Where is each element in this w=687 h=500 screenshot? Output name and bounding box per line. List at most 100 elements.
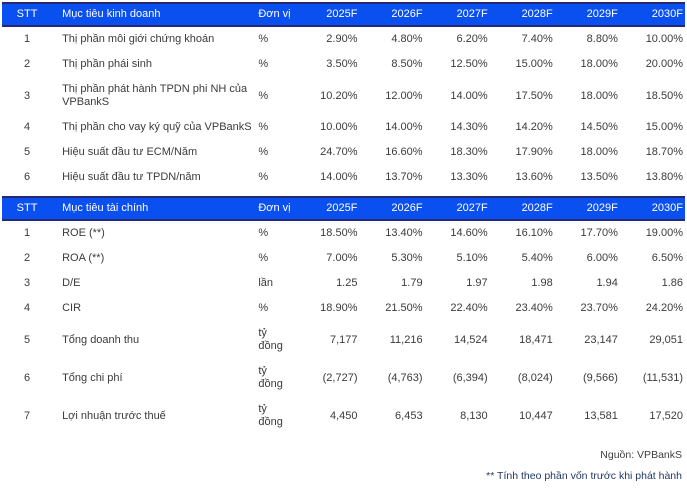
row-value: 12.50% xyxy=(450,58,488,70)
row-value: 15.00% xyxy=(645,121,683,133)
table-row: 2 Thị phần phái sinh% 3.50% 8.50% 12.50% 15.0… xyxy=(2,52,685,77)
row-value: 4.80% xyxy=(391,33,423,45)
row-value: 18.50% xyxy=(645,89,683,102)
row-value: 6,453 xyxy=(395,409,423,422)
row-value: 18.00% xyxy=(580,89,618,102)
row-index: 3 xyxy=(23,89,31,102)
row-value: 17.50% xyxy=(515,89,553,102)
table-row: 6 Tổng chi phí tỷ đồng (2,727) (4,763) (6,394… xyxy=(2,359,685,397)
table-row: 1 ROE (**)% 18.50% 13.40% 14.60% 16.10% 17.70%… xyxy=(2,220,685,246)
row-value: 14.00% xyxy=(320,171,358,183)
row-value: 24.20% xyxy=(645,302,683,314)
row-unit: % xyxy=(258,171,269,183)
row-value: (6,394) xyxy=(452,371,488,384)
table-row: 5 Hiệu suất đầu tư ECM/Năm% 24.70% 16.60% 18… xyxy=(2,140,685,165)
financial-table-header-row: STT Mục tiêu tài chính Đơn vị 2025F 2026… xyxy=(2,196,685,221)
row-value: 16.10% xyxy=(515,227,553,239)
row-value: 6.20% xyxy=(456,33,488,45)
row-value: 10.00% xyxy=(320,121,358,133)
column-header-title: Mục tiêu kinh doanh xyxy=(52,2,255,27)
footnote: ** Tính theo phần vốn trước khi phát hàn… xyxy=(486,470,682,482)
table-row: 3 D/E lần 1.25 1.79 1.97 1.98 1.94 1.86 xyxy=(2,271,685,296)
row-label: Thị phần môi giới chứng khoán xyxy=(62,33,215,45)
row-value: 7.00% xyxy=(326,252,358,264)
row-value: 5.10% xyxy=(456,252,488,264)
row-index: 7 xyxy=(23,409,31,422)
row-value: 7,177 xyxy=(329,333,358,346)
row-label: CIR xyxy=(62,302,82,314)
column-header-title: Mục tiêu tài chính xyxy=(52,196,255,221)
row-value: 29,051 xyxy=(649,333,683,346)
row-value: 17.90% xyxy=(515,146,553,158)
row-value: 14.50% xyxy=(580,121,618,133)
column-header-stt: STT xyxy=(2,2,53,27)
table-row: 2 ROA (**)% 7.00% 5.30% 5.10% 5.40% 6.00% 6.50% xyxy=(2,246,685,271)
column-header-stt: STT xyxy=(2,196,53,221)
business-targets-table: STT Mục tiêu kinh doanh Đơn vị 2025F 202… xyxy=(2,2,685,190)
row-value: 8.80% xyxy=(586,33,618,45)
row-value: (8,024) xyxy=(517,371,553,384)
table-row: 7 Lợi nhuận trước thuế tỷ đồng 4,450 6,453 8,… xyxy=(2,397,685,435)
row-value: 18.00% xyxy=(580,58,618,70)
row-value: 4,450 xyxy=(329,409,358,422)
row-value: 14.30% xyxy=(450,121,488,133)
row-label: Hiệu suất đầu tư TPDN/năm xyxy=(62,171,201,183)
column-header-2025f: 2025F xyxy=(294,2,360,27)
column-header-2030f: 2030F xyxy=(619,2,685,27)
row-value: 17,520 xyxy=(649,409,683,422)
row-value: 19.00% xyxy=(645,227,683,239)
row-value: 18.00% xyxy=(580,146,618,158)
row-index: 1 xyxy=(23,227,31,239)
column-header-2027f: 2027F xyxy=(424,2,490,27)
financial-targets-table: STT Mục tiêu tài chính Đơn vị 2025F 2026… xyxy=(2,196,685,435)
row-value: 14.20% xyxy=(515,121,553,133)
row-value: 14.00% xyxy=(385,121,423,133)
row-value: 5.40% xyxy=(521,252,553,264)
row-value: 18.70% xyxy=(645,146,683,158)
column-header-2029f: 2029F xyxy=(554,196,620,221)
row-value: 14.60% xyxy=(450,227,488,239)
row-label: Lợi nhuận trước thuế xyxy=(62,409,166,422)
table-row: 3 Thị phần phát hành TPDN phi NH của VPBa… xyxy=(2,77,685,115)
row-value: 23,147 xyxy=(584,333,618,346)
row-value: 10.00% xyxy=(645,33,683,45)
row-value: (2,727) xyxy=(322,371,358,384)
row-value: 12.00% xyxy=(385,89,423,102)
row-index: 5 xyxy=(23,146,31,158)
row-value: 13.80% xyxy=(645,171,683,183)
row-value: 18,471 xyxy=(519,333,553,346)
row-label: D/E xyxy=(62,277,81,289)
column-header-2025f: 2025F xyxy=(294,196,360,221)
row-unit: % xyxy=(258,33,269,45)
financial-table-body: 1 ROE (**)% 18.50% 13.40% 14.60% 16.10% 17.70%… xyxy=(2,220,685,435)
column-header-2030f: 2030F xyxy=(619,196,685,221)
row-value: 6.50% xyxy=(651,252,683,264)
row-value: (9,566) xyxy=(583,371,618,384)
row-value: 1.25 xyxy=(336,277,358,289)
row-label: Thị phần phát hành TPDN phi NH của VPBan… xyxy=(62,83,248,108)
row-value: 5.30% xyxy=(391,252,423,264)
row-value: 13.40% xyxy=(385,227,423,239)
row-index: 6 xyxy=(23,171,31,183)
row-unit: % xyxy=(258,121,269,133)
column-header-2026f: 2026F xyxy=(359,2,425,27)
table-row: 5 Tổng doanh thu tỷ đồng 7,177 11,216 14,524 1… xyxy=(2,321,685,359)
column-header-2026f: 2026F xyxy=(359,196,425,221)
row-unit: lần xyxy=(258,277,274,289)
footer: Nguồn: VPBankS ** Tính theo phần vốn trư… xyxy=(2,449,685,482)
row-unit: % xyxy=(258,146,269,158)
row-value: 15.00% xyxy=(515,58,553,70)
row-value: 13.30% xyxy=(450,171,488,183)
row-value: 1.86 xyxy=(661,277,683,289)
row-value: 13.50% xyxy=(580,171,618,183)
row-unit: tỷ đồng xyxy=(258,327,283,352)
row-label: ROE (**) xyxy=(62,227,105,239)
row-unit: % xyxy=(258,89,269,102)
row-index: 2 xyxy=(23,252,31,264)
row-unit: % xyxy=(258,252,269,264)
row-label: Tổng chi phí xyxy=(62,371,123,384)
row-value: 1.94 xyxy=(596,277,618,289)
row-unit: % xyxy=(258,302,269,314)
row-value: 24.70% xyxy=(320,146,358,158)
